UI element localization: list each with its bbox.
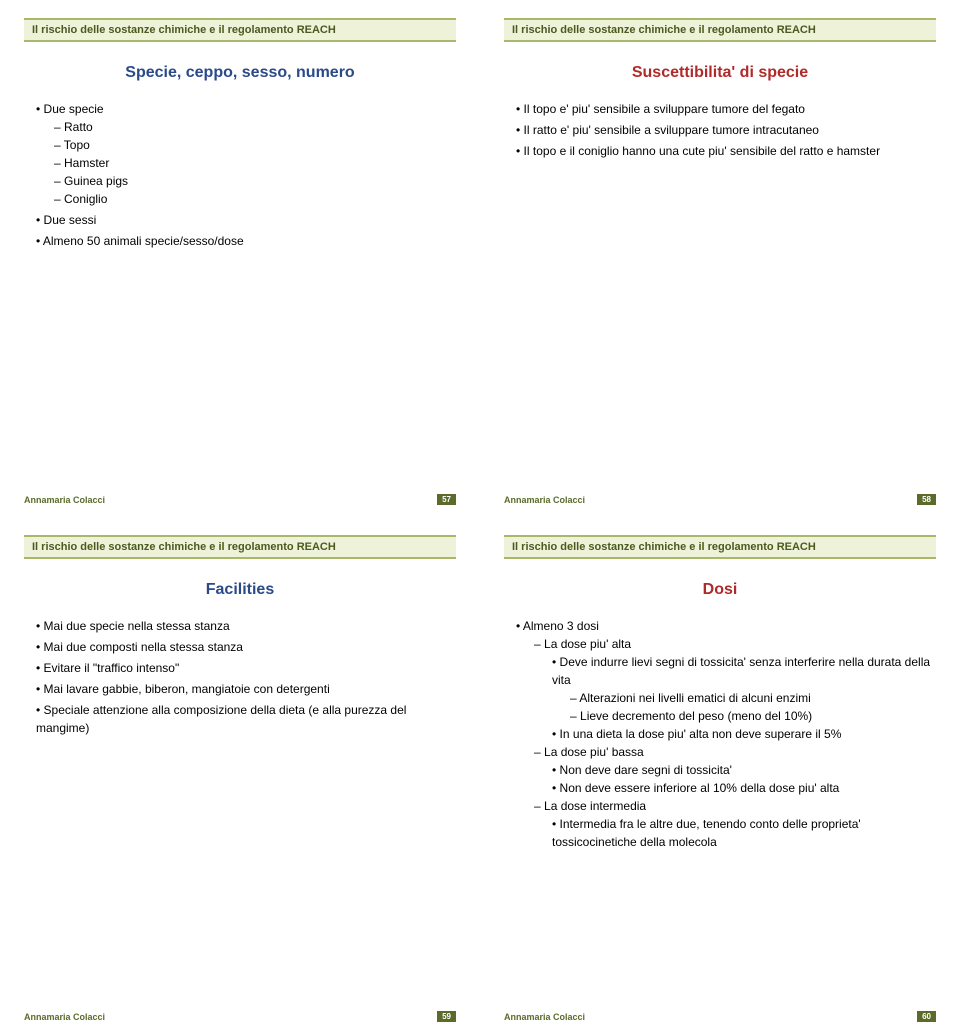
bullet-item: Evitare il "traffico intenso" [36, 659, 456, 677]
bullet-item: Hamster [54, 154, 456, 172]
slide: Il rischio delle sostanze chimiche e il … [0, 517, 480, 1034]
bullet-item: Guinea pigs [54, 172, 456, 190]
bullet-item: Il topo e il coniglio hanno una cute piu… [516, 142, 936, 160]
bullet-item: Speciale attenzione alla composizione de… [36, 701, 456, 737]
bullet-item: Lieve decremento del peso (meno del 10%) [570, 707, 936, 725]
slide-content: Almeno 3 dosiLa dose piu' altaDeve indur… [504, 617, 936, 1011]
slide: Il rischio delle sostanze chimiche e il … [0, 0, 480, 517]
slide-content: Il topo e' piu' sensibile a sviluppare t… [504, 100, 936, 494]
slide-footer: Annamaria Colacci 58 [504, 494, 936, 505]
slide-footer: Annamaria Colacci 57 [24, 494, 456, 505]
bullet-item: Mai due composti nella stessa stanza [36, 638, 456, 656]
slide-header-band: Il rischio delle sostanze chimiche e il … [24, 535, 456, 559]
footer-author: Annamaria Colacci [504, 495, 585, 505]
slide-title: Dosi [504, 581, 936, 599]
slide-title: Suscettibilita' di specie [504, 64, 936, 82]
bullet-item: Deve indurre lievi segni di tossicita' s… [552, 653, 936, 725]
page-number-badge: 60 [917, 1011, 936, 1022]
bullet-item: Topo [54, 136, 456, 154]
page-number-badge: 58 [917, 494, 936, 505]
slide-header-band: Il rischio delle sostanze chimiche e il … [504, 18, 936, 42]
page-number-badge: 57 [437, 494, 456, 505]
slide: Il rischio delle sostanze chimiche e il … [480, 517, 960, 1034]
slide: Il rischio delle sostanze chimiche e il … [480, 0, 960, 517]
bullet-item: Intermedia fra le altre due, tenendo con… [552, 815, 936, 851]
slide-title: Specie, ceppo, sesso, numero [24, 64, 456, 82]
bullet-item: La dose intermediaIntermedia fra le altr… [534, 797, 936, 851]
bullet-item: La dose piu' bassaNon deve dare segni di… [534, 743, 936, 797]
slide-header-band: Il rischio delle sostanze chimiche e il … [504, 535, 936, 559]
bullet-item: La dose piu' altaDeve indurre lievi segn… [534, 635, 936, 743]
bullet-item: Non deve essere inferiore al 10% della d… [552, 779, 936, 797]
bullet-item: Almeno 3 dosiLa dose piu' altaDeve indur… [516, 617, 936, 851]
slide-header-band: Il rischio delle sostanze chimiche e il … [24, 18, 456, 42]
bullet-item: Non deve dare segni di tossicita' [552, 761, 936, 779]
slide-content: Mai due specie nella stessa stanza Mai du… [24, 617, 456, 1011]
bullet-item: Il ratto e' piu' sensibile a sviluppare … [516, 121, 936, 139]
bullet-item: Ratto [54, 118, 456, 136]
footer-author: Annamaria Colacci [504, 1012, 585, 1022]
bullet-item: Due sessi [36, 211, 456, 229]
bullet-item: Il topo e' piu' sensibile a sviluppare t… [516, 100, 936, 118]
footer-author: Annamaria Colacci [24, 1012, 105, 1022]
bullet-item: In una dieta la dose piu' alta non deve … [552, 725, 936, 743]
bullet-item: Mai due specie nella stessa stanza [36, 617, 456, 635]
bullet-item: Almeno 50 animali specie/sesso/dose [36, 232, 456, 250]
slide-footer: Annamaria Colacci 59 [24, 1011, 456, 1022]
bullet-item: Coniglio [54, 190, 456, 208]
slide-title: Facilities [24, 581, 456, 599]
bullet-item: Alterazioni nei livelli ematici di alcun… [570, 689, 936, 707]
page-number-badge: 59 [437, 1011, 456, 1022]
slide-content: Due specieRattoTopoHamsterGuinea pigsCon… [24, 100, 456, 494]
bullet-item: Mai lavare gabbie, biberon, mangiatoie c… [36, 680, 456, 698]
slide-footer: Annamaria Colacci 60 [504, 1011, 936, 1022]
bullet-item: Due specieRattoTopoHamsterGuinea pigsCon… [36, 100, 456, 208]
footer-author: Annamaria Colacci [24, 495, 105, 505]
